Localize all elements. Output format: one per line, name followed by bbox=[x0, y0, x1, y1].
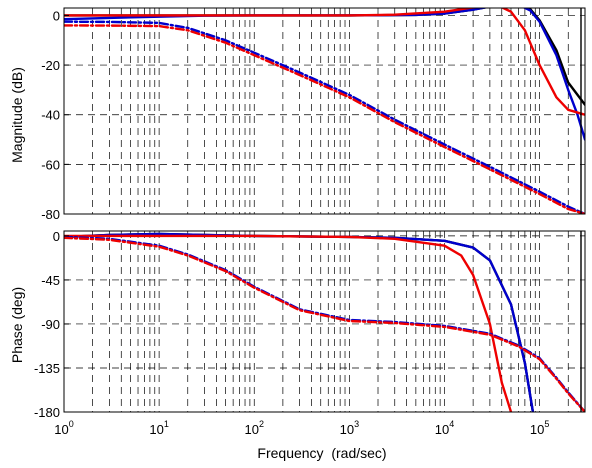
magnitude-series-4-line bbox=[64, 24, 585, 214]
phase-series-1-line bbox=[64, 232, 535, 412]
phase-series-4-line bbox=[64, 236, 585, 412]
magnitude-series-2-line bbox=[64, 8, 585, 116]
magnitude-panel: 0 -20 -40 -60 -80 bbox=[41, 7, 586, 222]
x-tick-label: 100 bbox=[54, 419, 73, 437]
magnitude-series-0-line bbox=[64, 8, 585, 107]
x-tick-label: 103 bbox=[340, 419, 359, 437]
phase-series-2-line bbox=[64, 234, 513, 412]
phase-series-3-line bbox=[64, 235, 585, 412]
phase-y-tick-label: -180 bbox=[34, 405, 60, 420]
magnitude-axes-frame bbox=[63, 7, 586, 215]
phase-axis-label: Phase (deg) bbox=[9, 287, 25, 363]
x-tick-label: 105 bbox=[530, 419, 549, 437]
x-tick-label: 101 bbox=[149, 419, 168, 437]
magnitude-series-1-line bbox=[64, 8, 585, 141]
phase-y-tick-label: -135 bbox=[34, 361, 60, 376]
magnitude-y-tick-label: -20 bbox=[41, 58, 60, 73]
phase-curves bbox=[64, 232, 585, 412]
magnitude-y-tick-label: -40 bbox=[41, 108, 60, 123]
phase-y-tick-label: -90 bbox=[41, 317, 60, 332]
magnitude-axis-label: Magnitude (dB) bbox=[9, 67, 25, 163]
phase-axes-frame bbox=[63, 230, 586, 413]
x-tick-label: 104 bbox=[435, 419, 454, 437]
magnitude-series-3-line bbox=[64, 20, 585, 214]
magnitude-y-tick-label: -60 bbox=[41, 157, 60, 172]
phase-y-tick-label: 0 bbox=[53, 229, 60, 244]
frequency-axis-label: Frequency (rad/sec) bbox=[257, 445, 386, 461]
phase-series-0-line bbox=[64, 232, 535, 412]
x-tick-label: 102 bbox=[245, 419, 264, 437]
magnitude-y-tick-label: -80 bbox=[41, 207, 60, 222]
magnitude-y-tick-label: 0 bbox=[53, 8, 60, 23]
magnitude-curves bbox=[64, 8, 585, 214]
phase-y-tick-label: -45 bbox=[41, 273, 60, 288]
